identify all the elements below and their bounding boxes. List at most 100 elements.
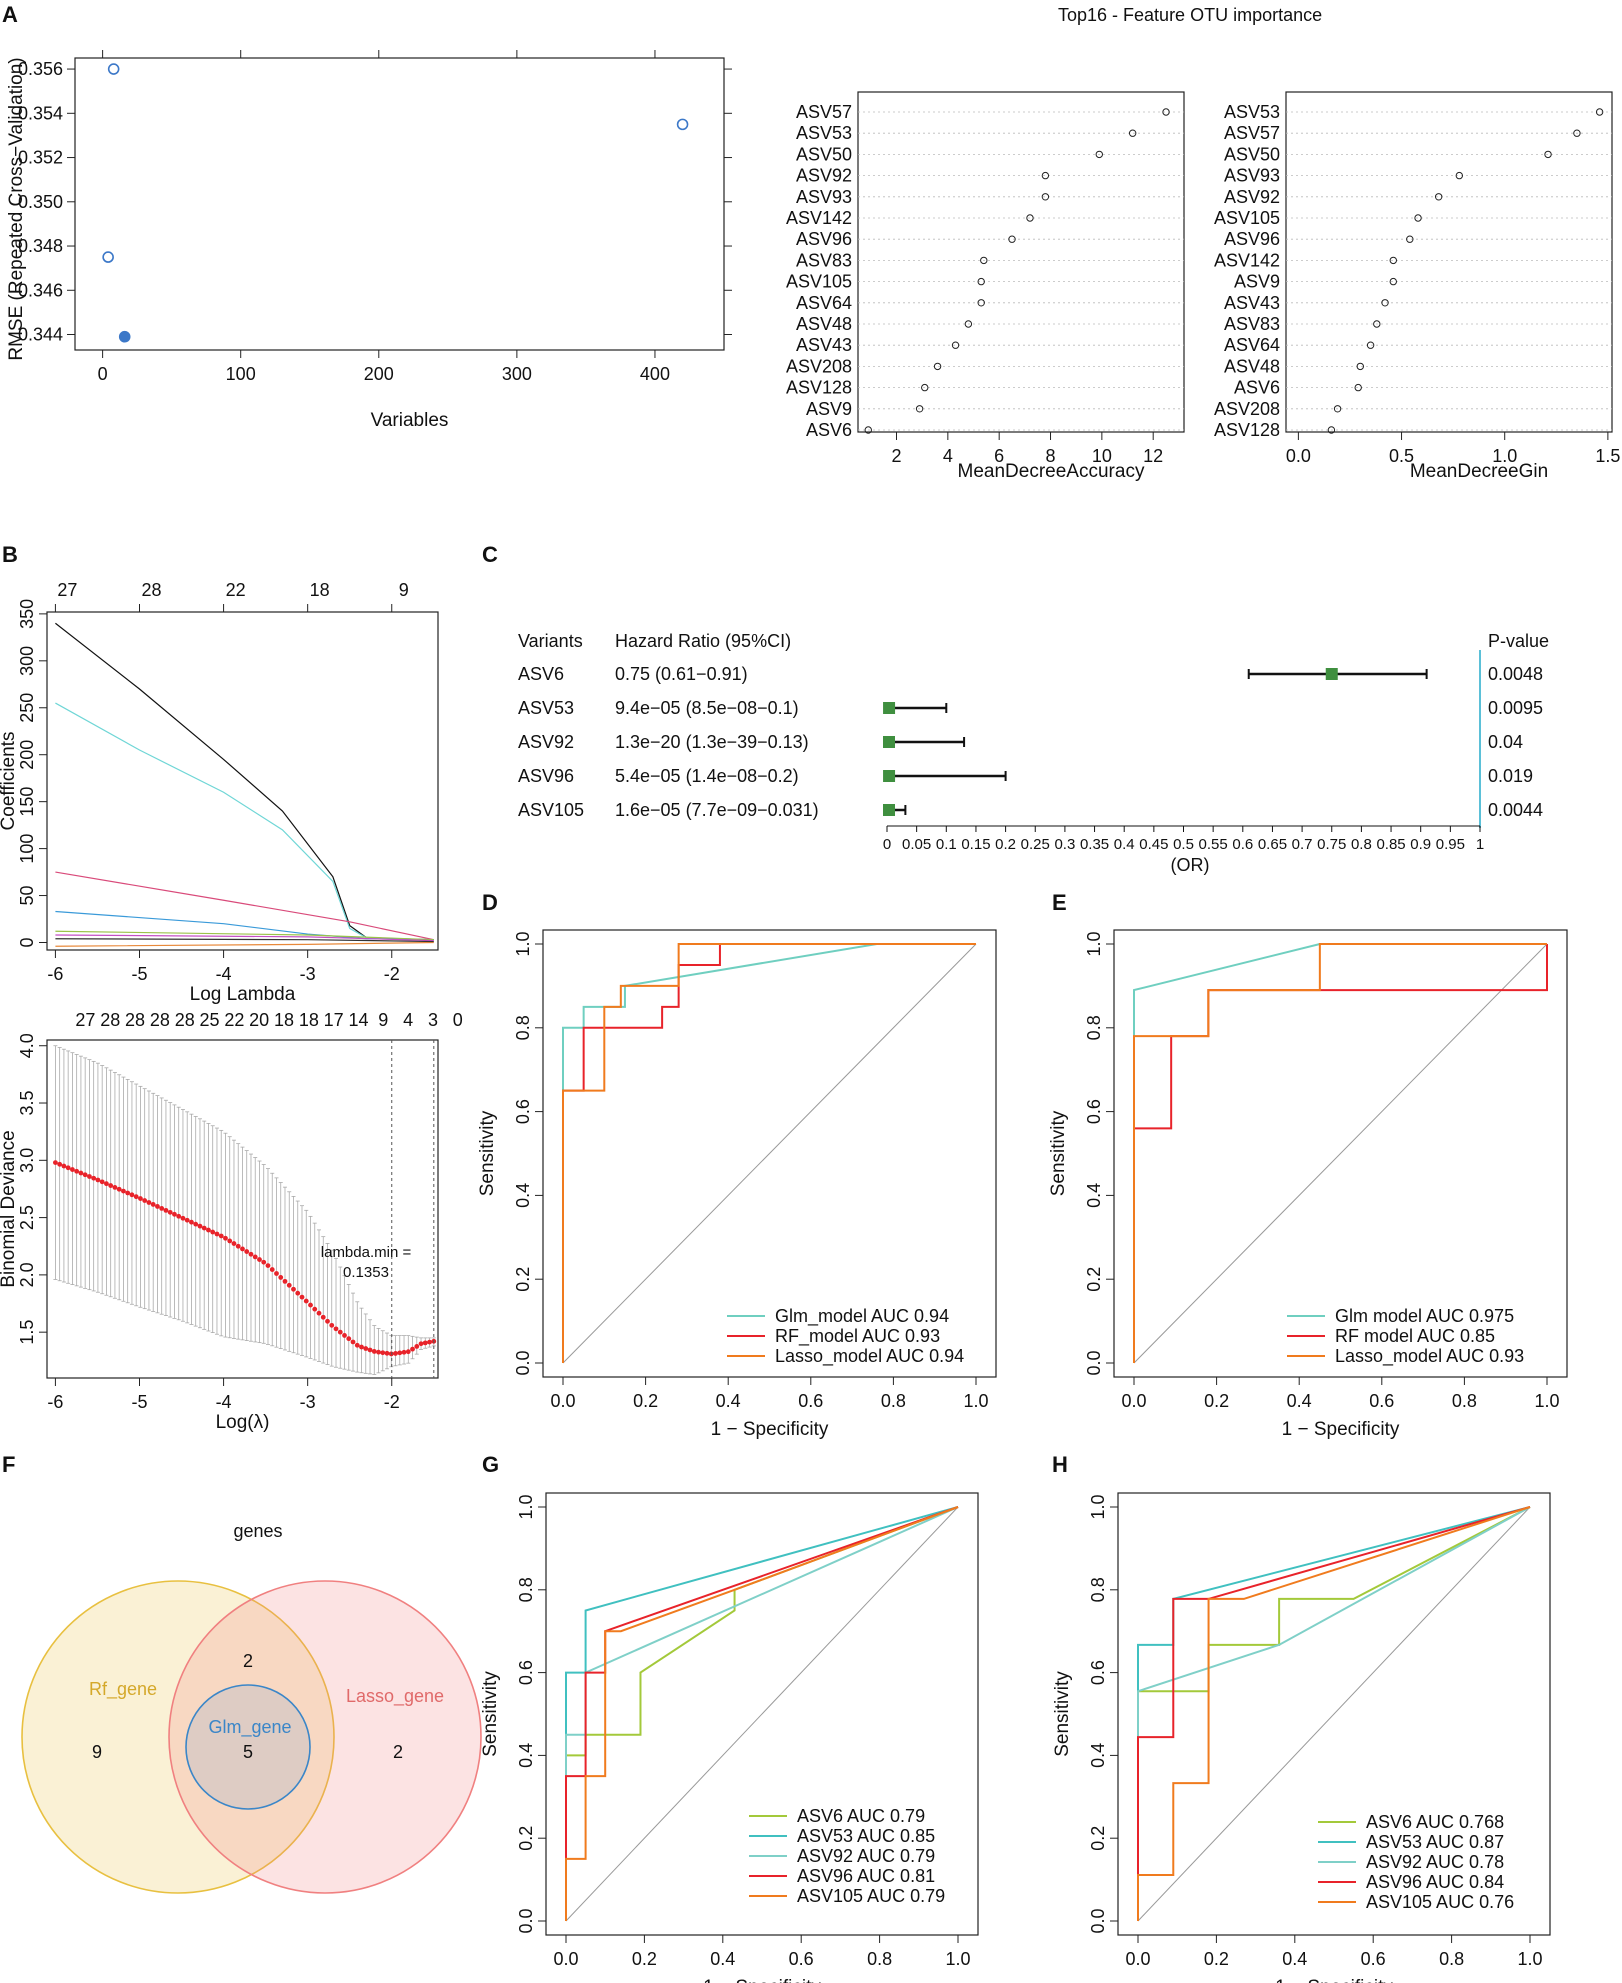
a2-x-tick-label-2: 6 — [994, 446, 1004, 466]
b2-point-20 — [138, 1196, 143, 1201]
b2-point-43 — [235, 1243, 241, 1249]
b2-top-label-11: 14 — [348, 1010, 368, 1030]
c-xlabel: (OR) — [1171, 855, 1210, 875]
b2-point-14 — [112, 1185, 118, 1190]
a1-y-tick-label-6: 0.356 — [18, 59, 63, 79]
b2-top-label-14: 3 — [428, 1010, 438, 1030]
b1-y-tick-label-3: 150 — [17, 787, 37, 817]
h-x-tick-label-2: 0.4 — [1282, 1949, 1307, 1969]
g-ylabel: Sensitivity — [480, 1671, 501, 1757]
b2-point-41 — [227, 1238, 233, 1244]
e-diagonal — [1133, 943, 1548, 1364]
a1-frame — [74, 57, 725, 351]
a2-point-14 — [915, 405, 924, 413]
b2-frame — [46, 1039, 439, 1379]
panel-label-f: F — [2, 1452, 15, 1477]
d-y-tick-label-1: 0.2 — [513, 1267, 533, 1292]
b2-point-53 — [278, 1275, 284, 1280]
e-x-tick-label-4: 0.8 — [1452, 1391, 1477, 1411]
b2-top-label-0: 27 — [75, 1010, 95, 1030]
g-x-tick-label-3: 0.6 — [789, 1949, 814, 1969]
b2-point-4 — [70, 1167, 75, 1172]
a1-xlabel: Variables — [371, 410, 449, 431]
b2-top-label-9: 18 — [299, 1010, 319, 1030]
h-x-tick-label-1: 0.2 — [1204, 1949, 1229, 1969]
b2-point-86 — [418, 1341, 424, 1347]
b2-top-label-10: 17 — [324, 1010, 344, 1030]
a2-x-tick-label-1: 4 — [943, 446, 953, 466]
b2-point-59 — [303, 1298, 309, 1304]
a3-label-4: ASV92 — [1224, 187, 1280, 207]
b2-point-24 — [155, 1204, 160, 1209]
b2-y-tick-label-3: 3.0 — [17, 1148, 37, 1173]
b1-path-6 — [55, 941, 434, 947]
b2-point-80 — [393, 1351, 398, 1356]
c-row-p-4: 0.0044 — [1488, 800, 1543, 820]
h-legend-label-2: ASV92 AUC 0.78 — [1366, 1852, 1504, 1872]
b2-point-84 — [410, 1346, 415, 1352]
b2-point-72 — [359, 1344, 364, 1350]
f-count-rf-only: 9 — [92, 1742, 102, 1762]
b2-point-38 — [214, 1231, 220, 1237]
a2-xlabel: MeanDecreeAccuracy — [958, 461, 1145, 482]
b2-point-88 — [427, 1339, 432, 1345]
a1-y-tick-label-0: 0.344 — [18, 325, 63, 345]
a1-point-1 — [107, 63, 120, 75]
c-row-name-1: ASV53 — [518, 698, 574, 718]
b1-y-tick-label-2: 100 — [17, 834, 37, 864]
b2-point-11 — [99, 1179, 105, 1185]
c-row-estimate-2 — [883, 736, 895, 748]
b2-point-9 — [91, 1175, 97, 1181]
b1-path-4 — [55, 930, 434, 941]
b2-point-71 — [354, 1342, 360, 1348]
c-tick-label-11: 0.55 — [1199, 836, 1228, 853]
a2-point-1 — [1128, 129, 1137, 137]
b2-point-47 — [252, 1254, 258, 1260]
b2-point-60 — [308, 1302, 313, 1308]
c-header-variants: Variants — [518, 631, 583, 651]
a3-label-0: ASV53 — [1224, 102, 1280, 122]
e-legend-label-0: Glm model AUC 0.975 — [1335, 1306, 1514, 1326]
a1-y-tick-label-2: 0.348 — [18, 236, 63, 256]
g-y-tick-label-1: 0.2 — [516, 1826, 536, 1851]
a3-label-10: ASV83 — [1224, 314, 1280, 334]
d-legend-label-2: Lasso_model AUC 0.94 — [775, 1346, 964, 1367]
a3-point-12 — [1356, 362, 1364, 371]
a2-x-tick-label-3: 8 — [1046, 446, 1056, 466]
b2-point-3 — [65, 1165, 71, 1171]
g-x-tick-label-4: 0.8 — [867, 1949, 892, 1969]
a3-point-4 — [1434, 193, 1443, 201]
h-diagonal — [1137, 1506, 1531, 1922]
f-count-lasso-only: 2 — [393, 1742, 403, 1762]
b2-point-69 — [346, 1336, 352, 1342]
c-tick-label-6: 0.3 — [1054, 836, 1075, 853]
b2-x-tick-label-3: -3 — [300, 1392, 316, 1412]
a3-label-3: ASV93 — [1224, 166, 1280, 186]
c-tick-label-9: 0.45 — [1139, 836, 1168, 853]
b2-top-label-12: 9 — [378, 1010, 388, 1030]
c-tick-label-12: 0.6 — [1232, 836, 1253, 853]
b2-point-50 — [265, 1263, 271, 1269]
a3-point-1 — [1573, 129, 1581, 137]
c-row-name-2: ASV92 — [518, 732, 574, 752]
a2-point-8 — [977, 277, 985, 286]
b1-x-tick-label-2: -4 — [216, 964, 232, 984]
e-y-tick-label-0: 0.0 — [1084, 1350, 1104, 1375]
b1-path-1 — [55, 702, 434, 941]
a3-point-14 — [1333, 405, 1342, 413]
b2-point-44 — [240, 1246, 245, 1252]
b1-path-2 — [55, 871, 434, 941]
b2-annotation-value: 0.1353 — [343, 1264, 389, 1281]
a2-label-2: ASV50 — [796, 144, 852, 164]
a2-label-6: ASV96 — [796, 229, 852, 249]
d-y-tick-label-2: 0.4 — [513, 1183, 533, 1208]
e-x-tick-label-2: 0.4 — [1287, 1391, 1312, 1411]
b2-point-77 — [380, 1350, 386, 1356]
b2-point-21 — [142, 1198, 148, 1203]
g-x-tick-label-0: 0.0 — [553, 1949, 578, 1969]
g-y-tick-label-2: 0.4 — [516, 1743, 536, 1768]
a3-label-2: ASV50 — [1224, 144, 1280, 164]
b2-point-87 — [422, 1340, 428, 1346]
h-xlabel: 1 − Specificity — [1275, 1977, 1393, 1983]
c-tick-label-3: 0.15 — [961, 836, 990, 853]
